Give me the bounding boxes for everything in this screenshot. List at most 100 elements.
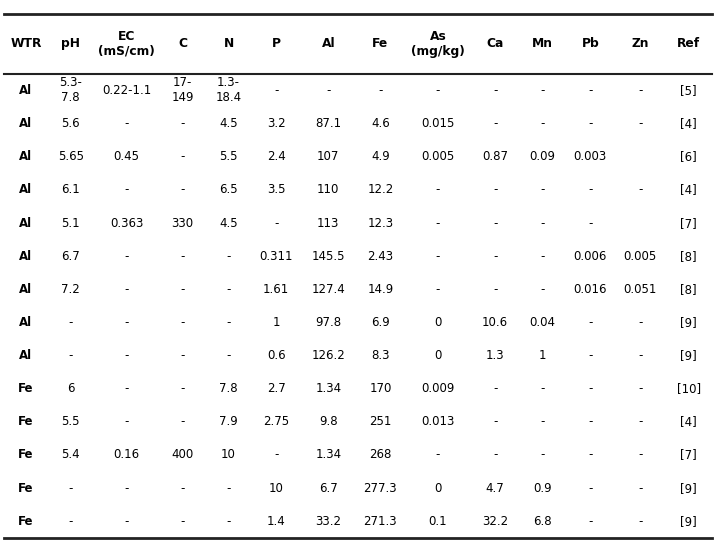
Text: 9.8: 9.8: [319, 416, 338, 429]
Text: 5.4: 5.4: [62, 448, 80, 461]
Text: 10: 10: [221, 448, 236, 461]
Text: -: -: [540, 416, 544, 429]
Text: 17-
149: 17- 149: [171, 76, 194, 104]
Text: -: -: [180, 117, 185, 130]
Text: -: -: [180, 382, 185, 395]
Text: -: -: [540, 117, 544, 130]
Text: [9]: [9]: [680, 349, 697, 362]
Text: -: -: [493, 283, 498, 296]
Text: -: -: [588, 84, 592, 97]
Text: WTR: WTR: [10, 37, 42, 50]
Text: 0.005: 0.005: [624, 250, 657, 263]
Text: 10.6: 10.6: [482, 316, 508, 329]
Text: 5.65: 5.65: [58, 150, 84, 163]
Text: -: -: [226, 482, 231, 495]
Text: 5.1: 5.1: [62, 217, 80, 229]
Text: -: -: [638, 117, 642, 130]
Text: pH: pH: [61, 37, 80, 50]
Text: -: -: [638, 482, 642, 495]
Text: -: -: [436, 183, 440, 197]
Text: -: -: [180, 482, 185, 495]
Text: 5.6: 5.6: [62, 117, 80, 130]
Text: 126.2: 126.2: [311, 349, 345, 362]
Text: -: -: [125, 515, 129, 528]
Text: [7]: [7]: [680, 448, 697, 461]
Text: -: -: [638, 349, 642, 362]
Text: 5.5: 5.5: [219, 150, 238, 163]
Text: 6.9: 6.9: [371, 316, 390, 329]
Text: 0.6: 0.6: [267, 349, 286, 362]
Text: 7.8: 7.8: [219, 382, 238, 395]
Text: -: -: [540, 217, 544, 229]
Text: 0.16: 0.16: [114, 448, 140, 461]
Text: Pb: Pb: [581, 37, 599, 50]
Text: [7]: [7]: [680, 217, 697, 229]
Text: 0.051: 0.051: [624, 283, 657, 296]
Text: 4.6: 4.6: [371, 117, 390, 130]
Text: 0.22-1.1: 0.22-1.1: [102, 84, 151, 97]
Text: -: -: [540, 283, 544, 296]
Text: -: -: [540, 84, 544, 97]
Text: Ca: Ca: [486, 37, 504, 50]
Text: 400: 400: [171, 448, 193, 461]
Text: -: -: [540, 250, 544, 263]
Text: 2.75: 2.75: [263, 416, 289, 429]
Text: Fe: Fe: [18, 515, 34, 528]
Text: Fe: Fe: [18, 382, 34, 395]
Text: -: -: [588, 117, 592, 130]
Text: Al: Al: [19, 349, 32, 362]
Text: 0.311: 0.311: [259, 250, 293, 263]
Text: -: -: [180, 316, 185, 329]
Text: -: -: [274, 448, 279, 461]
Text: 0.45: 0.45: [114, 150, 140, 163]
Text: -: -: [69, 482, 73, 495]
Text: -: -: [493, 183, 498, 197]
Text: 1.61: 1.61: [263, 283, 289, 296]
Text: -: -: [436, 250, 440, 263]
Text: -: -: [493, 382, 498, 395]
Text: 0.04: 0.04: [529, 316, 555, 329]
Text: -: -: [180, 349, 185, 362]
Text: 6: 6: [67, 382, 74, 395]
Text: -: -: [493, 84, 498, 97]
Text: [9]: [9]: [680, 482, 697, 495]
Text: -: -: [588, 515, 592, 528]
Text: 1: 1: [273, 316, 280, 329]
Text: 87.1: 87.1: [315, 117, 342, 130]
Text: -: -: [180, 250, 185, 263]
Text: EC
(mS/cm): EC (mS/cm): [98, 30, 155, 58]
Text: 7.2: 7.2: [62, 283, 80, 296]
Text: 170: 170: [369, 382, 392, 395]
Text: 5.3-
7.8: 5.3- 7.8: [59, 76, 82, 104]
Text: Fe: Fe: [18, 482, 34, 495]
Text: [9]: [9]: [680, 515, 697, 528]
Text: -: -: [493, 117, 498, 130]
Text: 0.003: 0.003: [574, 150, 607, 163]
Text: [4]: [4]: [680, 117, 697, 130]
Text: 0.015: 0.015: [421, 117, 455, 130]
Text: -: -: [125, 416, 129, 429]
Text: 6.1: 6.1: [62, 183, 80, 197]
Text: 0.006: 0.006: [574, 250, 607, 263]
Text: -: -: [180, 283, 185, 296]
Text: -: -: [638, 316, 642, 329]
Text: -: -: [436, 217, 440, 229]
Text: -: -: [180, 150, 185, 163]
Text: 0.005: 0.005: [422, 150, 455, 163]
Text: 0.1: 0.1: [429, 515, 448, 528]
Text: -: -: [69, 316, 73, 329]
Text: -: -: [588, 183, 592, 197]
Text: -: -: [588, 448, 592, 461]
Text: -: -: [180, 515, 185, 528]
Text: -: -: [493, 217, 498, 229]
Text: -: -: [588, 349, 592, 362]
Text: 1.34: 1.34: [315, 382, 342, 395]
Text: -: -: [326, 84, 331, 97]
Text: 110: 110: [317, 183, 339, 197]
Text: -: -: [180, 416, 185, 429]
Text: [8]: [8]: [680, 283, 697, 296]
Text: Al: Al: [19, 217, 32, 229]
Text: 0.009: 0.009: [421, 382, 455, 395]
Text: -: -: [125, 250, 129, 263]
Text: Al: Al: [19, 150, 32, 163]
